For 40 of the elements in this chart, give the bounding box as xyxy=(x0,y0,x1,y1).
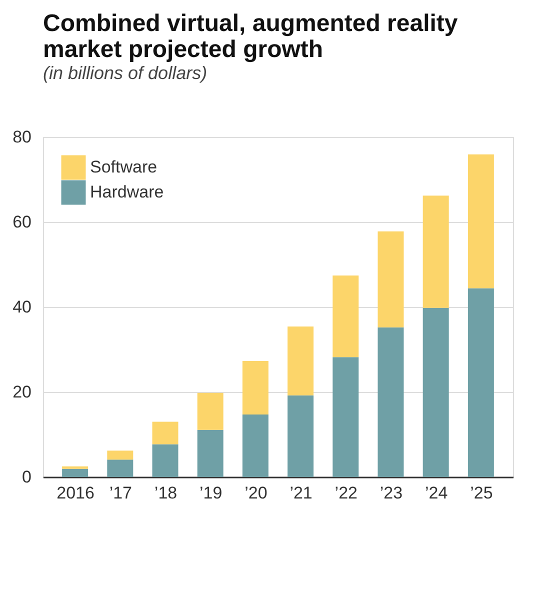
x-tick-label: ’23 xyxy=(380,484,403,502)
legend-label: Hardware xyxy=(90,182,164,202)
x-tick-label: ’24 xyxy=(425,484,448,502)
bar xyxy=(62,466,88,469)
bar xyxy=(332,357,359,477)
bar xyxy=(107,450,134,460)
bar xyxy=(288,326,314,396)
y-tick-label: 20 xyxy=(12,382,32,402)
bar xyxy=(422,308,449,477)
x-tick-label: ’25 xyxy=(470,484,493,502)
bar xyxy=(62,468,88,477)
y-tick-label: 0 xyxy=(22,468,32,486)
x-tick-label: ’21 xyxy=(290,484,312,502)
bar xyxy=(288,395,314,477)
bar xyxy=(242,414,268,477)
y-tick-label: 80 xyxy=(12,128,32,146)
x-tick-label: ’18 xyxy=(154,484,178,502)
y-tick-label: 60 xyxy=(12,212,32,232)
bar xyxy=(197,430,224,477)
x-tick-label: ’17 xyxy=(109,484,132,502)
bar xyxy=(468,288,494,477)
legend-label: Software xyxy=(90,158,158,176)
bar xyxy=(422,196,449,308)
chart-subtitle: (in billions of dollars) xyxy=(43,63,208,83)
bar xyxy=(378,231,404,328)
bar xyxy=(152,422,178,444)
bar xyxy=(468,154,494,288)
bar xyxy=(378,327,404,477)
bar xyxy=(152,444,178,477)
x-tick-label: 2016 xyxy=(56,484,94,502)
x-tick-label: ’19 xyxy=(200,484,222,502)
x-tick-label: ’22 xyxy=(334,484,358,502)
y-tick-label: 40 xyxy=(12,298,32,316)
bar xyxy=(197,392,224,430)
bar xyxy=(242,360,268,415)
bar xyxy=(107,460,134,477)
bar xyxy=(332,276,359,358)
text: Combined virtual, augmented reality xyxy=(43,10,458,37)
x-tick-label: ’20 xyxy=(244,484,268,502)
text: market projected growth xyxy=(43,36,324,63)
